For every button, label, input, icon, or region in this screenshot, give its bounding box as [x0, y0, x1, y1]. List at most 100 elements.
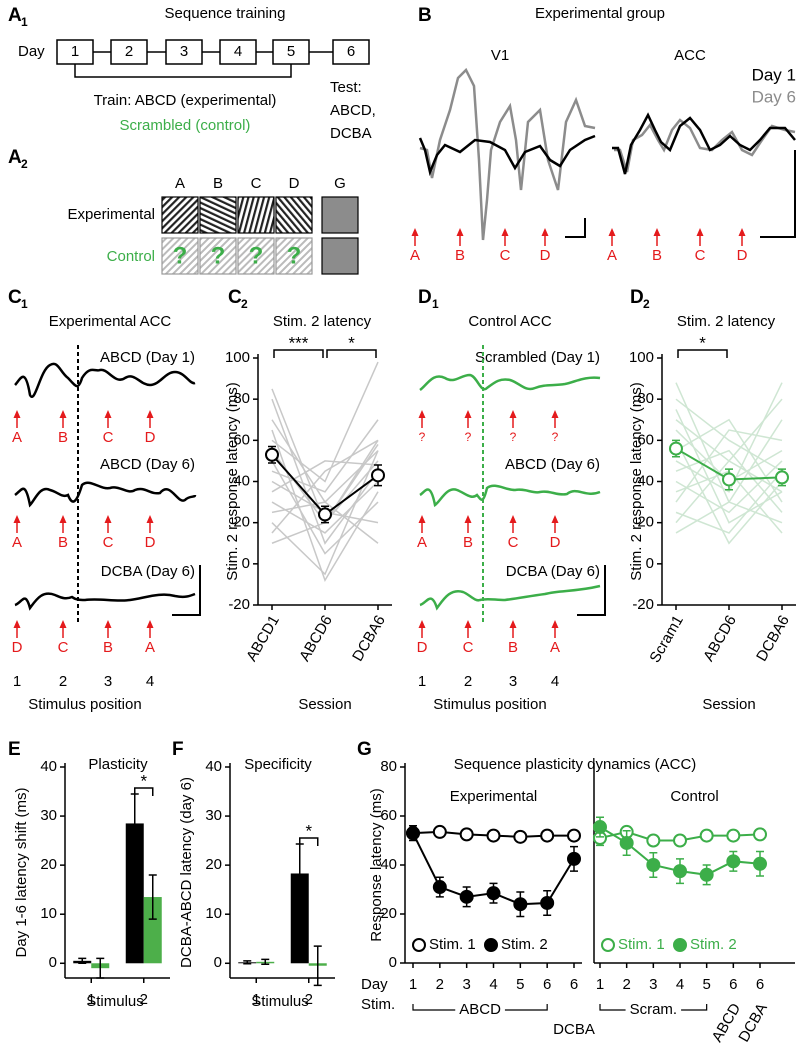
scale-bar: [577, 565, 606, 616]
chart-title: Specificity: [244, 756, 312, 773]
trace-label: DCBA (Day 6): [506, 563, 600, 580]
x-tick-label: ABCD1: [243, 612, 283, 664]
stim-marker: C: [463, 639, 474, 656]
x-tick-label: DCBA6: [349, 612, 389, 664]
chart-title: Stim. 2 latency: [273, 313, 372, 330]
panel-label: A: [8, 5, 22, 26]
column-label: A: [175, 175, 185, 192]
panel-label-sub: 1: [21, 15, 28, 29]
stim-marker: B: [508, 639, 518, 656]
panel-label-sub: 2: [643, 297, 650, 311]
stim-arrow-head: [104, 515, 112, 523]
stim-marker: ?: [552, 430, 559, 444]
point: [459, 889, 474, 904]
y-tick-label: 40: [637, 472, 654, 489]
stim-arrow-head: [551, 620, 559, 628]
stim-marker: A: [12, 429, 22, 446]
stimulus: [237, 237, 275, 275]
test-text: ABCD,: [330, 102, 376, 119]
x-tick-label: 4: [676, 976, 684, 993]
position-label: 3: [509, 673, 517, 690]
x-tick-label: 2: [305, 991, 313, 1008]
stim-arrow-head: [104, 620, 112, 628]
y-tick-label: 80: [637, 390, 654, 407]
x-tick-label: 6: [756, 976, 764, 993]
position-label: 1: [418, 673, 426, 690]
sig-bracket: [326, 349, 377, 358]
y-axis-label: Stim. 2 response latency (ms): [224, 382, 241, 580]
column-label: B: [213, 175, 223, 192]
sig-label: *: [305, 822, 312, 841]
point: [486, 886, 501, 901]
point: [432, 824, 447, 839]
stim-axis-label: Stim.: [361, 996, 395, 1013]
point: [540, 895, 555, 910]
point: [486, 828, 501, 843]
x-tick-label: 1: [87, 991, 95, 1008]
x-tick-label: 3: [649, 976, 657, 993]
stim-arrow-head: [59, 620, 67, 628]
y-axis-label: Stim. 2 response latency (ms): [628, 382, 645, 580]
trace: [419, 584, 601, 611]
stimulus: [199, 237, 237, 275]
stim-marker: C: [508, 534, 519, 551]
point: [371, 468, 385, 483]
stim-arrow-head: [13, 410, 21, 418]
y-tick-label: 20: [233, 514, 250, 531]
stim-marker: D: [12, 639, 23, 656]
individual-line: [675, 459, 783, 524]
point: [753, 856, 767, 871]
day-number: 5: [287, 43, 295, 60]
individual-line: [271, 501, 379, 544]
day-box: [219, 39, 257, 65]
stim-arrow-head: [418, 515, 426, 523]
stim-arrow-head: [456, 228, 464, 236]
y-tick-label: 100: [629, 349, 654, 366]
trace-day6: [419, 67, 596, 241]
point: [646, 833, 661, 848]
point: [699, 828, 714, 843]
trace: [14, 481, 197, 508]
train-bracket: [74, 64, 292, 78]
point: [619, 835, 634, 850]
trace-day1: [418, 134, 596, 177]
sig-bracket: [134, 787, 154, 796]
bar: [143, 897, 162, 964]
trace-label: ABCD (Day 1): [100, 349, 195, 366]
group-label: DCBA: [553, 1021, 595, 1038]
group-label: ABCD: [459, 1001, 501, 1018]
chart-subtitle: Control: [670, 788, 718, 805]
stim-arrow-head: [146, 515, 154, 523]
individual-line: [271, 450, 379, 576]
point: [669, 441, 683, 456]
stim-marker: B: [652, 247, 662, 264]
trace: [14, 362, 196, 399]
trace-label: DCBA (Day 6): [101, 563, 195, 580]
stim-marker: B: [58, 534, 68, 551]
panel-label-sub: 1: [432, 297, 439, 311]
point: [513, 897, 528, 912]
individual-line: [271, 419, 379, 493]
trace: [14, 592, 196, 611]
stim-marker: A: [607, 247, 617, 264]
stim-arrow-head: [696, 228, 704, 236]
error-bar: [243, 960, 252, 965]
y-tick-label: 10: [40, 905, 57, 922]
bar: [125, 823, 144, 964]
x-tick-label: 5: [702, 976, 710, 993]
point: [593, 820, 607, 835]
x-tick-label: 4: [489, 976, 497, 993]
error-bar: [78, 957, 87, 965]
panel-title: Sequence training: [165, 5, 286, 22]
sig-bracket: [273, 349, 324, 358]
point: [726, 854, 741, 869]
individual-line: [675, 470, 783, 534]
individual-line: [271, 361, 379, 483]
sig-label: *: [140, 771, 147, 790]
x-axis-label: Stimulus: [86, 993, 144, 1010]
panel-label: C: [8, 287, 22, 308]
y-tick-label: 60: [233, 431, 250, 448]
stim-arrow-head: [501, 228, 509, 236]
x-tick-label: 6: [570, 976, 578, 993]
stim-marker: D: [737, 247, 748, 264]
